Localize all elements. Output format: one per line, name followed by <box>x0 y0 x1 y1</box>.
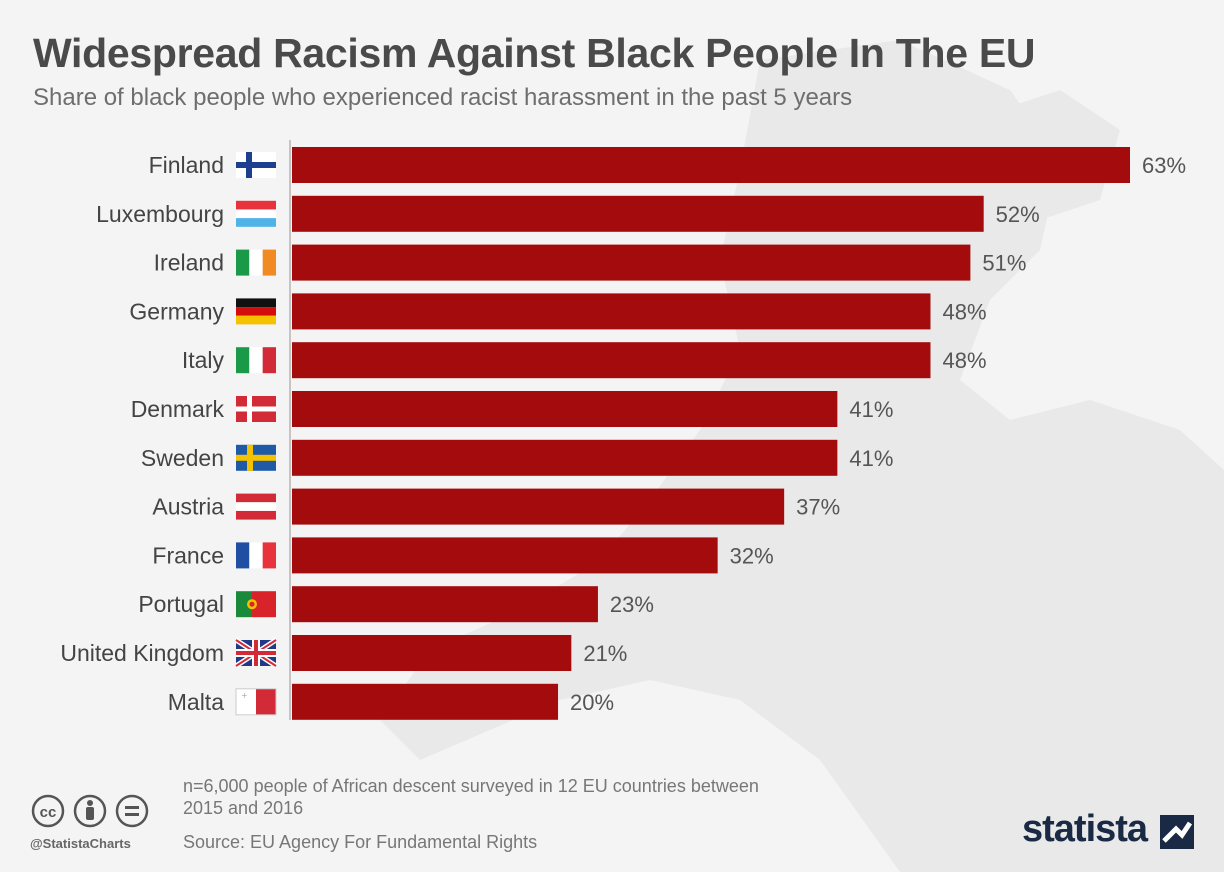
flag-lu-icon <box>236 200 276 227</box>
category-label: United Kingdom <box>60 640 224 666</box>
category-label: France <box>152 542 224 568</box>
bar <box>292 244 971 281</box>
bar <box>292 488 785 525</box>
flag-fr-icon <box>236 542 276 569</box>
value-label: 41% <box>849 397 893 422</box>
bar-row-austria: Austria 37% <box>152 488 840 525</box>
value-label: 48% <box>942 299 986 324</box>
bar-row-united-kingdom: United Kingdom 21% <box>60 635 627 671</box>
bar-row-france: France 32% <box>152 537 774 574</box>
svg-text:cc: cc <box>40 804 57 821</box>
bar <box>292 195 984 232</box>
flag-dk-icon <box>236 396 276 422</box>
bar-chart: Finland 63% Luxembourg 52% Ireland 51% Germany… <box>60 140 1186 720</box>
bar-row-portugal: Portugal 23% <box>138 586 654 623</box>
bar <box>292 293 931 330</box>
value-label: 21% <box>583 641 627 666</box>
flag-se-icon <box>236 444 276 471</box>
bar <box>292 635 572 671</box>
svg-text:+: + <box>241 691 248 700</box>
statista-logo-icon <box>1160 815 1194 849</box>
bar <box>292 537 718 574</box>
bar-row-denmark: Denmark 41% <box>131 391 893 427</box>
category-label: Germany <box>129 298 224 324</box>
bar-row-malta: Malta +20% <box>168 683 614 720</box>
flag-it-icon <box>236 347 276 374</box>
category-label: Austria <box>152 494 224 520</box>
value-label: 52% <box>996 202 1040 227</box>
bar <box>292 147 1130 183</box>
statista-logo[interactable]: statista <box>1022 808 1197 860</box>
value-label: 48% <box>942 348 986 373</box>
license-icons: cc <box>31 794 149 828</box>
chart-title: Widespread Racism Against Black People I… <box>33 30 1036 76</box>
survey-note: n=6,000 people of African descent survey… <box>183 776 759 818</box>
flag-ie-icon <box>236 249 276 276</box>
category-label: Sweden <box>141 445 224 471</box>
value-label: 51% <box>982 251 1026 276</box>
flag-pt-icon <box>236 591 276 618</box>
value-label: 37% <box>796 495 840 520</box>
bar-row-finland: Finland 63% <box>149 147 1186 183</box>
category-label: Luxembourg <box>96 201 224 227</box>
bar-row-luxembourg: Luxembourg 52% <box>96 195 1040 232</box>
flag-at-icon <box>236 493 276 520</box>
value-label: 23% <box>610 592 654 617</box>
bar <box>292 586 598 623</box>
bar <box>292 391 838 427</box>
value-label: 41% <box>849 446 893 471</box>
category-label: Italy <box>182 347 225 373</box>
value-label: 63% <box>1142 153 1186 178</box>
flag-fi-icon <box>236 152 276 178</box>
flag-mt-icon: + <box>235 688 277 716</box>
chart-subtitle: Share of black people who experienced ra… <box>33 84 853 111</box>
value-label: 32% <box>730 543 774 568</box>
statista-logo-text: statista <box>1022 808 1148 850</box>
value-label: 20% <box>570 690 614 715</box>
bar-row-italy: Italy 48% <box>182 342 987 379</box>
bar <box>292 683 559 720</box>
attribution-icon <box>73 794 107 828</box>
source-text: Source: EU Agency For Fundamental Rights <box>183 832 538 852</box>
category-label: Denmark <box>131 396 225 422</box>
bar <box>292 342 931 379</box>
category-label: Malta <box>168 689 224 715</box>
flag-gb-icon <box>234 637 278 669</box>
bar-row-germany: Germany 48% <box>129 293 987 330</box>
category-label: Finland <box>149 152 224 178</box>
statista-handle: @StatistaCharts <box>30 836 131 851</box>
category-label: Portugal <box>138 591 224 617</box>
cc-icon: cc <box>31 794 65 828</box>
flag-de-icon <box>236 298 276 325</box>
bar-row-sweden: Sweden 41% <box>141 439 893 476</box>
bar <box>292 439 838 476</box>
no-derivatives-icon <box>115 794 149 828</box>
category-label: Ireland <box>154 250 224 276</box>
bar-row-ireland: Ireland 51% <box>154 244 1026 281</box>
